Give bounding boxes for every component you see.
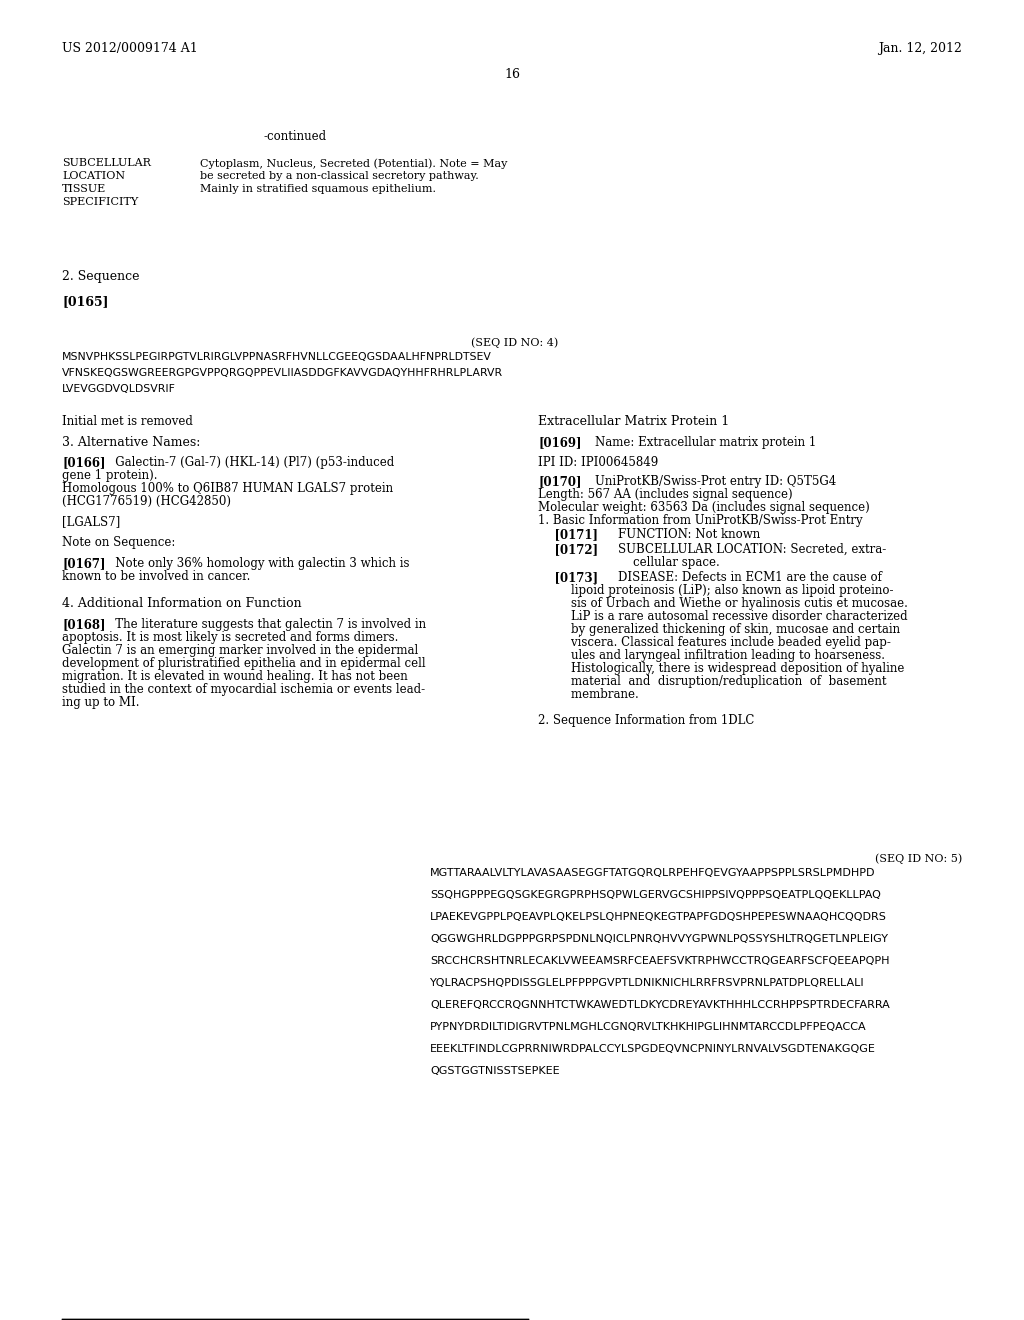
Text: 3. Alternative Names:: 3. Alternative Names: bbox=[62, 436, 201, 449]
Text: LOCATION: LOCATION bbox=[62, 172, 125, 181]
Text: Note only 36% homology with galectin 3 which is: Note only 36% homology with galectin 3 w… bbox=[104, 557, 410, 570]
Text: [0165]: [0165] bbox=[62, 294, 109, 308]
Text: SPECIFICITY: SPECIFICITY bbox=[62, 197, 138, 207]
Text: FUNCTION: Not known: FUNCTION: Not known bbox=[603, 528, 760, 541]
Text: QGSTGGTNISSTSEPKEE: QGSTGGTNISSTSEPKEE bbox=[430, 1067, 560, 1076]
Text: -continued: -continued bbox=[263, 129, 327, 143]
Text: SSQHGPPPEGQSGKEGRGPRPHSQPWLGERVGCSHIPPSIVQPPPSQEATPLQQEKLLPAQ: SSQHGPPPEGQSGKEGRGPRPHSQPWLGERVGCSHIPPSI… bbox=[430, 890, 881, 900]
Text: Molecular weight: 63563 Da (includes signal sequence): Molecular weight: 63563 Da (includes sig… bbox=[538, 502, 869, 513]
Text: TISSUE: TISSUE bbox=[62, 183, 106, 194]
Text: MSNVPHKSSLPEGIRPGTVLRIRGLVPPNASRFHVNLLCGEEQGSDAALHFNPRLDTSEV: MSNVPHKSSLPEGIRPGTVLRIRGLVPPNASRFHVNLLCG… bbox=[62, 352, 492, 362]
Text: [0170]: [0170] bbox=[538, 475, 582, 488]
Text: [0169]: [0169] bbox=[538, 436, 582, 449]
Text: Extracellular Matrix Protein 1: Extracellular Matrix Protein 1 bbox=[538, 414, 729, 428]
Text: by generalized thickening of skin, mucosae and certain: by generalized thickening of skin, mucos… bbox=[556, 623, 900, 636]
Text: QGGWGHRLDGPPPGRPSPDNLNQICLPNRQHVVYGPWNLPQSSYSHLTRQGETLNPLEIGY: QGGWGHRLDGPPPGRPSPDNLNQICLPNRQHVVYGPWNLP… bbox=[430, 935, 888, 944]
Text: [LGALS7]: [LGALS7] bbox=[62, 515, 120, 528]
Text: gene 1 protein).: gene 1 protein). bbox=[62, 469, 158, 482]
Text: Mainly in stratified squamous epithelium.: Mainly in stratified squamous epithelium… bbox=[200, 183, 436, 194]
Text: [0166]: [0166] bbox=[62, 455, 105, 469]
Text: US 2012/0009174 A1: US 2012/0009174 A1 bbox=[62, 42, 198, 55]
Text: SUBCELLULAR: SUBCELLULAR bbox=[62, 158, 151, 168]
Text: LiP is a rare autosomal recessive disorder characterized: LiP is a rare autosomal recessive disord… bbox=[556, 610, 907, 623]
Text: Galectin-7 (Gal-7) (HKL-14) (Pl7) (p53-induced: Galectin-7 (Gal-7) (HKL-14) (Pl7) (p53-i… bbox=[104, 455, 394, 469]
Text: MGTTARAALVLTYLAVASAASEGGFTATGQRQLRPEHFQEVGYAAPPSPPLSRSLPMDHPD: MGTTARAALVLTYLAVASAASEGGFTATGQRQLRPEHFQE… bbox=[430, 869, 876, 878]
Text: [0171]: [0171] bbox=[538, 528, 598, 541]
Text: IPI ID: IPI00645849: IPI ID: IPI00645849 bbox=[538, 455, 658, 469]
Text: membrane.: membrane. bbox=[556, 688, 639, 701]
Text: 16: 16 bbox=[504, 69, 520, 81]
Text: UniProtKB/Swiss-Prot entry ID: Q5T5G4: UniProtKB/Swiss-Prot entry ID: Q5T5G4 bbox=[580, 475, 837, 488]
Text: 4. Additional Information on Function: 4. Additional Information on Function bbox=[62, 597, 302, 610]
Text: DISEASE: Defects in ECM1 are the cause of: DISEASE: Defects in ECM1 are the cause o… bbox=[603, 572, 882, 583]
Text: migration. It is elevated in wound healing. It has not been: migration. It is elevated in wound heali… bbox=[62, 671, 408, 682]
Text: viscera. Classical features include beaded eyelid pap-: viscera. Classical features include bead… bbox=[556, 636, 891, 649]
Text: PYPNYDRDILTIDIGRVTPNLMGHLCGNQRVLTKHKHIPGLIHNMTARCCDLPFPEQACCA: PYPNYDRDILTIDIGRVTPNLMGHLCGNQRVLTKHKHIPG… bbox=[430, 1022, 866, 1032]
Text: development of pluristratified epithelia and in epidermal cell: development of pluristratified epithelia… bbox=[62, 657, 426, 671]
Text: Jan. 12, 2012: Jan. 12, 2012 bbox=[879, 42, 962, 55]
Text: 1. Basic Information from UniProtKB/Swiss-Prot Entry: 1. Basic Information from UniProtKB/Swis… bbox=[538, 513, 862, 527]
Text: ules and laryngeal infiltration leading to hoarseness.: ules and laryngeal infiltration leading … bbox=[556, 649, 885, 663]
Text: EEEKLTFINDLCGPRRNIWRDPALCCYLSPGDEQVNCPNINYLRNVALVSGDTENAKGQGE: EEEKLTFINDLCGPRRNIWRDPALCCYLSPGDEQVNCPNI… bbox=[430, 1044, 876, 1053]
Text: [0173]: [0173] bbox=[538, 572, 598, 583]
Text: LVEVGGDVQLDSVRIF: LVEVGGDVQLDSVRIF bbox=[62, 384, 176, 393]
Text: Homologous 100% to Q6IB87 HUMAN LGALS7 protein: Homologous 100% to Q6IB87 HUMAN LGALS7 p… bbox=[62, 482, 393, 495]
Text: Note on Sequence:: Note on Sequence: bbox=[62, 536, 175, 549]
Text: (SEQ ID NO: 4): (SEQ ID NO: 4) bbox=[471, 337, 558, 347]
Text: be secreted by a non-classical secretory pathway.: be secreted by a non-classical secretory… bbox=[200, 172, 479, 181]
Text: Histologically, there is widespread deposition of hyaline: Histologically, there is widespread depo… bbox=[556, 663, 904, 675]
Text: [0172]: [0172] bbox=[538, 543, 598, 556]
Text: Cytoplasm, Nucleus, Secreted (Potential). Note = May: Cytoplasm, Nucleus, Secreted (Potential)… bbox=[200, 158, 507, 169]
Text: Length: 567 AA (includes signal sequence): Length: 567 AA (includes signal sequence… bbox=[538, 488, 793, 502]
Text: apoptosis. It is most likely is secreted and forms dimers.: apoptosis. It is most likely is secreted… bbox=[62, 631, 398, 644]
Text: [0168]: [0168] bbox=[62, 618, 105, 631]
Text: known to be involved in cancer.: known to be involved in cancer. bbox=[62, 570, 251, 583]
Text: QLEREFQRCCRQGNNHTCTWKAWEDTLDKYCDREYAVKTHHHLCCRHPPSPTRDECFARRA: QLEREFQRCCRQGNNHTCTWKAWEDTLDKYCDREYAVKTH… bbox=[430, 1001, 890, 1010]
Text: studied in the context of myocardial ischemia or events lead-: studied in the context of myocardial isc… bbox=[62, 682, 425, 696]
Text: 2. Sequence: 2. Sequence bbox=[62, 271, 139, 282]
Text: LPAEKEVGPPLPQEAVPLQKELPSLQHPNEQKEGTPAPFGDQSHPEPESWNAAQHCQQDRS: LPAEKEVGPPLPQEAVPLQKELPSLQHPNEQKEGTPAPFG… bbox=[430, 912, 887, 921]
Text: Galectin 7 is an emerging marker involved in the epidermal: Galectin 7 is an emerging marker involve… bbox=[62, 644, 418, 657]
Text: ing up to MI.: ing up to MI. bbox=[62, 696, 139, 709]
Text: cellular space.: cellular space. bbox=[603, 556, 720, 569]
Text: (SEQ ID NO: 5): (SEQ ID NO: 5) bbox=[874, 853, 962, 863]
Text: YQLRACPSHQPDISSGLELPFPPPGVPTLDNIKNICHLRRFRSVPRNLPATDPLQRELLALI: YQLRACPSHQPDISSGLELPFPPPGVPTLDNIKNICHLRR… bbox=[430, 978, 864, 987]
Text: The literature suggests that galectin 7 is involved in: The literature suggests that galectin 7 … bbox=[104, 618, 426, 631]
Text: lipoid proteinosis (LiP); also known as lipoid proteino-: lipoid proteinosis (LiP); also known as … bbox=[556, 583, 894, 597]
Text: Initial met is removed: Initial met is removed bbox=[62, 414, 193, 428]
Text: [0167]: [0167] bbox=[62, 557, 105, 570]
Text: VFNSKEQGSWGREERGPGVPPQRGQPPEVLIIASDDGFKAVVGDAQYHHFRHRLPLARVR: VFNSKEQGSWGREERGPGVPPQRGQPPEVLIIASDDGFKA… bbox=[62, 368, 503, 378]
Text: Name: Extracellular matrix protein 1: Name: Extracellular matrix protein 1 bbox=[580, 436, 816, 449]
Text: (HCG1776519) (HCG42850): (HCG1776519) (HCG42850) bbox=[62, 495, 231, 508]
Text: material  and  disruption/reduplication  of  basement: material and disruption/reduplication of… bbox=[556, 675, 887, 688]
Text: SRCCHCRSHTNRLECAKLVWEEAMSRFCEAEFSVKTRPHWCCTRQGEARFSCFQEEAPQPH: SRCCHCRSHTNRLECAKLVWEEAMSRFCEAEFSVKTRPHW… bbox=[430, 956, 890, 966]
Text: sis of Urbach and Wiethe or hyalinosis cutis et mucosae.: sis of Urbach and Wiethe or hyalinosis c… bbox=[556, 597, 908, 610]
Text: SUBCELLULAR LOCATION: Secreted, extra-: SUBCELLULAR LOCATION: Secreted, extra- bbox=[603, 543, 886, 556]
Text: 2. Sequence Information from 1DLC: 2. Sequence Information from 1DLC bbox=[538, 714, 755, 727]
